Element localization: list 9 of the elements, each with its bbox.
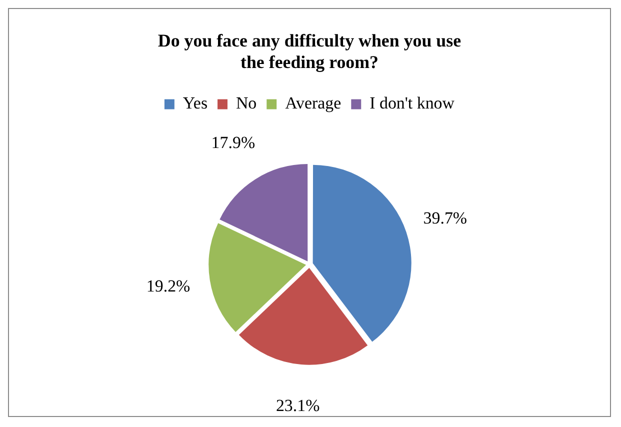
data-label: 23.1% (276, 396, 320, 416)
legend-label: I don't know (370, 94, 456, 113)
legend-label: No (236, 94, 257, 113)
data-label: 17.9% (211, 133, 256, 152)
legend-label: Average (285, 94, 342, 113)
data-label: 39.7% (423, 208, 468, 228)
legend-label: Yes (182, 94, 208, 113)
data-label: 19.2% (146, 276, 190, 296)
chart-title: Do you face any difficulty when you use the feeding room? (158, 30, 462, 72)
